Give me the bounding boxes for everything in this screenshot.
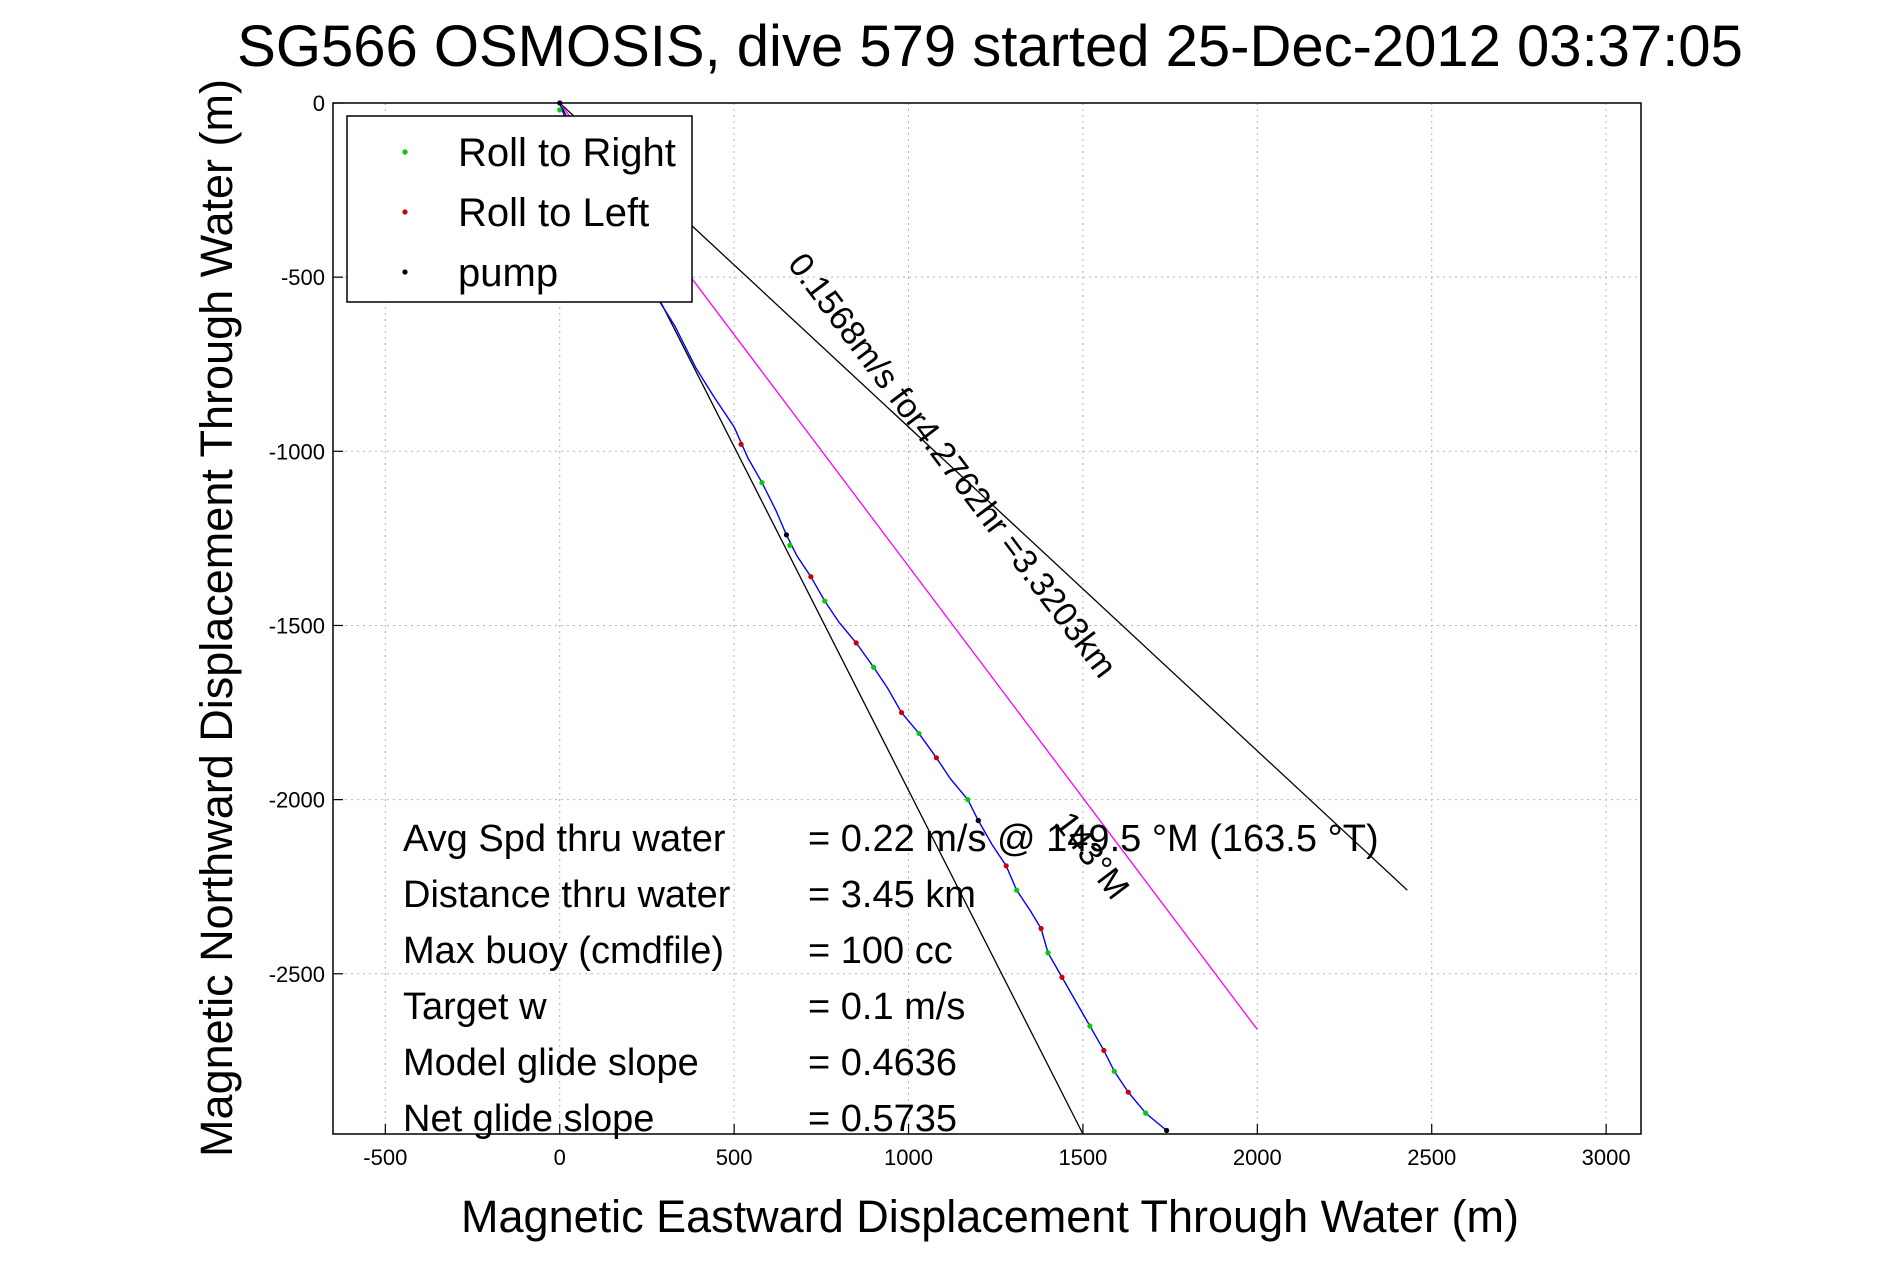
legend-label: Roll to Left xyxy=(458,191,649,235)
y-tick-label: -500 xyxy=(281,265,325,290)
stat-label: Distance thru water xyxy=(403,874,731,916)
roll-right-marker xyxy=(871,664,877,670)
y-tick-label: 0 xyxy=(313,91,325,116)
pump-marker xyxy=(1164,1127,1170,1134)
plot-frame xyxy=(332,102,1642,1135)
track xyxy=(559,102,1168,1132)
roll-right-marker xyxy=(1045,950,1051,956)
roll-left-marker xyxy=(1059,974,1065,980)
legend-marker xyxy=(402,149,408,155)
legend-label: Roll to Right xyxy=(458,131,676,175)
pump-marker xyxy=(975,817,981,824)
stat-value: = 0.22 m/s @ 149.5 °M (163.5 °T) xyxy=(808,818,1379,860)
y-tick-label: -2000 xyxy=(269,788,325,813)
x-tick-label: 1500 xyxy=(1058,1145,1107,1170)
roll-right-marker xyxy=(822,598,828,604)
track-line xyxy=(559,102,1168,1132)
roll-right-marker xyxy=(1014,887,1020,893)
roll-right-marker xyxy=(965,797,971,803)
y-tick-label: -1000 xyxy=(269,439,325,464)
stat-value: = 3.45 km xyxy=(808,874,976,916)
roll-right-marker xyxy=(557,107,563,113)
roll-left-marker xyxy=(1101,1047,1107,1054)
stat-label: Target w xyxy=(403,986,547,1028)
roll-left-marker xyxy=(738,441,744,447)
x-tick-label: 2000 xyxy=(1233,1145,1282,1170)
pump-marker xyxy=(783,532,790,538)
x-tick-label: 500 xyxy=(716,1145,753,1170)
x-tick-label: -500 xyxy=(363,1145,407,1170)
y-axis-title: Magnetic Northward Displacement Through … xyxy=(191,79,242,1157)
x-axis-title: Magnetic Eastward Displacement Through W… xyxy=(461,1191,1519,1242)
stat-value: = 100 cc xyxy=(808,930,953,972)
legend-marker xyxy=(402,269,408,275)
legend: Roll to Right Roll to Left pump xyxy=(346,115,693,303)
roll-left-marker xyxy=(898,709,905,716)
reference-line xyxy=(559,102,1408,891)
chart-title: SG566 OSMOSIS, dive 579 started 25-Dec-2… xyxy=(237,14,1743,79)
roll-right-marker xyxy=(1087,1023,1093,1029)
y-ticks: 0 -500 -1000 -1500 -2000 -2500 xyxy=(269,91,343,987)
stat-label: Net glide slope xyxy=(403,1098,654,1140)
roll-right-marker xyxy=(1143,1110,1149,1116)
x-tick-label: 3000 xyxy=(1582,1145,1631,1170)
roll-right-marker xyxy=(1111,1068,1117,1074)
x-tick-label: 0 xyxy=(554,1145,566,1170)
legend-label: pump xyxy=(458,251,558,295)
roll-left-marker xyxy=(1003,863,1009,869)
y-tick-label: -2500 xyxy=(269,962,325,987)
x-tick-label: 1000 xyxy=(884,1145,933,1170)
roll-right-marker xyxy=(787,542,793,548)
roll-left-marker xyxy=(808,574,814,580)
roll-right-marker xyxy=(759,480,765,486)
stat-label: Model glide slope xyxy=(403,1042,699,1084)
roll-left-marker xyxy=(1125,1089,1131,1095)
roll-right-marker xyxy=(916,730,922,737)
stat-value: = 0.5735 xyxy=(808,1098,957,1140)
stat-value: = 0.1 m/s xyxy=(808,986,965,1028)
x-ticks: -500 0 500 1000 1500 2000 2500 3000 xyxy=(363,1124,1631,1170)
x-tick-label: 2500 xyxy=(1407,1145,1456,1170)
y-tick-label: -1500 xyxy=(269,613,325,638)
roll-left-marker xyxy=(933,755,940,761)
stat-value: = 0.4636 xyxy=(808,1042,957,1084)
roll-left-marker xyxy=(1038,925,1044,932)
stat-label: Max buoy (cmdfile) xyxy=(403,930,724,972)
stats-annotation: Avg Spd thru water = 0.22 m/s @ 149.5 °M … xyxy=(403,818,1379,1140)
legend-marker xyxy=(402,209,408,215)
stat-label: Avg Spd thru water xyxy=(403,818,726,860)
roll-left-marker xyxy=(853,640,859,646)
